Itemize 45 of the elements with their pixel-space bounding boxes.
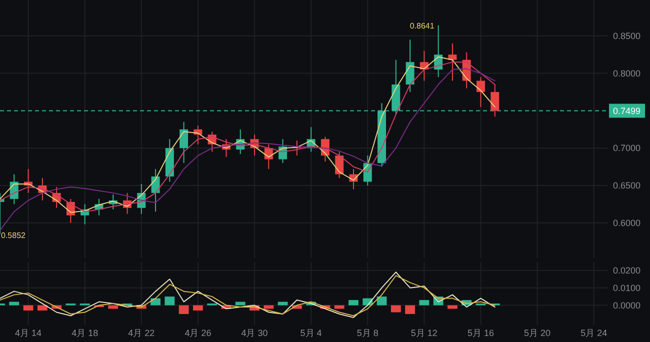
bar	[150, 298, 160, 306]
x-tick-label: 5月 24	[580, 328, 608, 338]
y-tick-label: 0.0200	[613, 265, 641, 276]
annotation: 0.8641	[410, 21, 435, 30]
x-tick-label: 4月 14	[15, 328, 42, 338]
bar	[264, 305, 274, 309]
x-tick-label: 5月 20	[524, 328, 551, 338]
x-tick-label: 4月 18	[72, 328, 98, 338]
bar	[235, 302, 246, 306]
bar	[278, 302, 288, 306]
x-tick-label: 5月 4	[300, 328, 322, 338]
bar	[108, 305, 118, 309]
y-tick-label: 0.8000	[613, 68, 641, 78]
y-tick-label: 0.0100	[613, 282, 641, 293]
bar	[419, 300, 430, 306]
bar	[405, 305, 415, 314]
candlestick	[476, 76, 485, 108]
bar	[178, 305, 189, 314]
candlestick	[180, 121, 188, 164]
candlestick	[406, 39, 414, 92]
x-tick-label: 4月 22	[128, 328, 155, 338]
y-tick-label: 0.6000	[613, 218, 641, 228]
bar	[193, 305, 203, 311]
x-tick-label: 4月 26	[184, 328, 212, 338]
bar	[390, 305, 401, 312]
candlestick	[448, 42, 457, 82]
bar	[334, 305, 344, 309]
y-tick-label: 0.8500	[613, 30, 641, 41]
x-tick-label: 4月 30	[241, 328, 268, 338]
bar	[164, 296, 175, 306]
ref-line-label: 0.7499	[613, 106, 641, 116]
bar	[37, 305, 48, 311]
candlestick	[490, 84, 500, 118]
bar	[348, 300, 358, 306]
annotation: 0.5852	[1, 230, 26, 240]
bar	[9, 302, 20, 306]
bar	[23, 305, 34, 311]
y-tick-label: 0.0000	[613, 300, 641, 310]
y-tick-label: 0.7000	[613, 143, 641, 154]
y-tick-label: 0.6500	[613, 180, 641, 190]
x-tick-label: 5月 8	[356, 328, 378, 338]
bar	[448, 305, 458, 309]
bar	[376, 296, 387, 306]
x-tick-label: 5月 16	[467, 328, 494, 338]
x-tick-label: 5月 12	[410, 328, 438, 338]
